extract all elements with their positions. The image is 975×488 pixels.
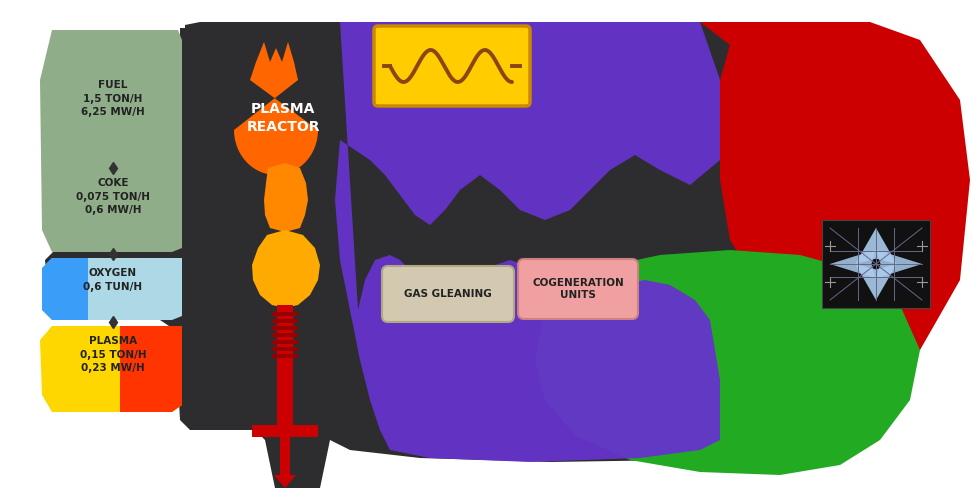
FancyBboxPatch shape <box>374 26 530 106</box>
Polygon shape <box>700 22 970 380</box>
Text: COKE
0,075 TON/H
0,6 MW/H: COKE 0,075 TON/H 0,6 MW/H <box>76 178 150 215</box>
Polygon shape <box>42 258 88 320</box>
Polygon shape <box>272 347 298 351</box>
Polygon shape <box>272 312 298 316</box>
Text: GAS GLEANING: GAS GLEANING <box>404 289 491 299</box>
Polygon shape <box>272 319 298 323</box>
Polygon shape <box>335 22 720 462</box>
Polygon shape <box>120 326 182 412</box>
Polygon shape <box>535 250 920 475</box>
Polygon shape <box>252 230 320 308</box>
Polygon shape <box>252 425 318 437</box>
FancyBboxPatch shape <box>518 259 638 319</box>
Polygon shape <box>855 264 897 300</box>
Text: FUEL
1,5 TON/H
6,25 MW/H: FUEL 1,5 TON/H 6,25 MW/H <box>81 80 145 117</box>
Polygon shape <box>272 326 298 330</box>
Polygon shape <box>830 249 876 278</box>
Text: PLASMA
REACTOR: PLASMA REACTOR <box>247 102 320 134</box>
Polygon shape <box>45 22 750 488</box>
Polygon shape <box>876 249 922 278</box>
FancyBboxPatch shape <box>382 266 514 322</box>
Polygon shape <box>280 437 290 482</box>
Polygon shape <box>274 475 296 488</box>
Text: COGENERATION
UNITS: COGENERATION UNITS <box>532 278 624 300</box>
Polygon shape <box>40 326 182 412</box>
Polygon shape <box>272 354 298 358</box>
Polygon shape <box>42 258 182 320</box>
Polygon shape <box>264 163 308 232</box>
Polygon shape <box>234 42 318 175</box>
Polygon shape <box>40 30 182 252</box>
Polygon shape <box>855 228 897 264</box>
FancyBboxPatch shape <box>822 220 930 308</box>
Polygon shape <box>272 333 298 337</box>
Text: PLASMA
0,15 TON/H
0,23 MW/H: PLASMA 0,15 TON/H 0,23 MW/H <box>80 336 146 373</box>
Polygon shape <box>272 340 298 344</box>
Text: OXYGEN
0,6 TUN/H: OXYGEN 0,6 TUN/H <box>84 268 142 292</box>
Polygon shape <box>277 305 293 425</box>
